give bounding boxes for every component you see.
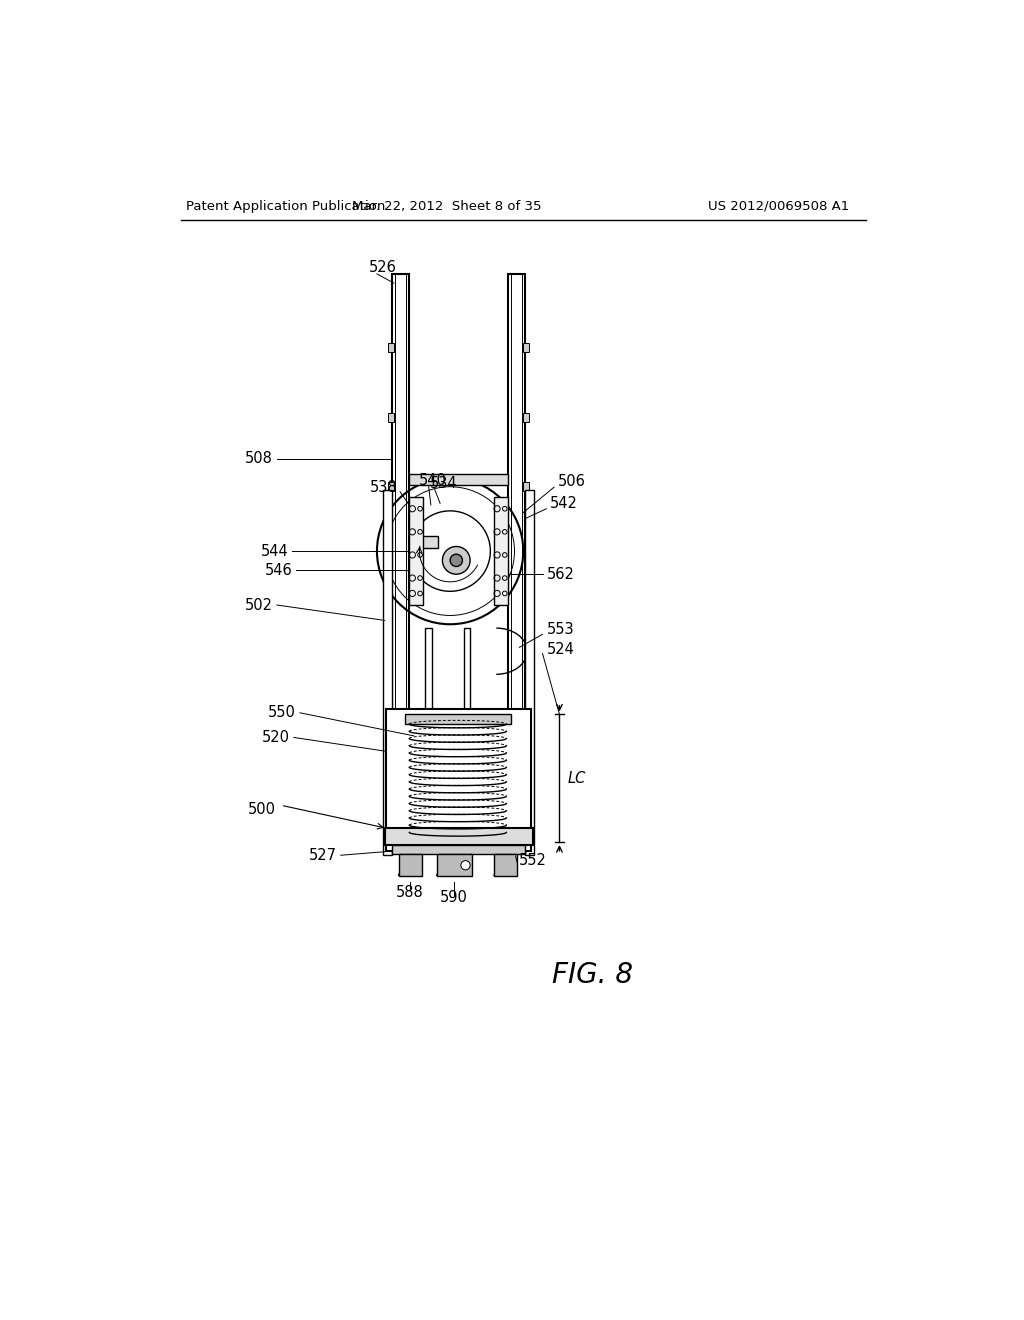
Bar — [424, 710, 475, 719]
Bar — [392, 275, 410, 829]
Bar — [524, 490, 535, 855]
Text: 544: 544 — [261, 544, 289, 558]
Text: Mar. 22, 2012  Sheet 8 of 35: Mar. 22, 2012 Sheet 8 of 35 — [351, 199, 541, 213]
Text: 526: 526 — [370, 260, 397, 276]
Bar — [410, 474, 508, 484]
Bar — [383, 490, 392, 855]
Bar — [410, 498, 423, 605]
Bar — [404, 833, 511, 842]
Text: 506: 506 — [558, 474, 586, 490]
Text: 520: 520 — [262, 730, 290, 744]
Circle shape — [451, 554, 463, 566]
Text: 540: 540 — [419, 473, 447, 488]
Bar — [523, 412, 529, 422]
Text: US 2012/0069508 A1: US 2012/0069508 A1 — [708, 199, 849, 213]
Circle shape — [442, 546, 470, 574]
Bar — [425, 628, 432, 717]
Bar — [385, 829, 532, 845]
Text: 538: 538 — [370, 480, 397, 495]
Text: 508: 508 — [245, 451, 273, 466]
Circle shape — [461, 861, 470, 870]
Bar — [404, 714, 511, 723]
Bar — [494, 498, 508, 605]
Bar — [421, 536, 438, 548]
Bar — [437, 854, 472, 876]
Text: Patent Application Publication: Patent Application Publication — [186, 199, 385, 213]
Bar — [392, 845, 524, 854]
Text: 590: 590 — [440, 890, 468, 906]
Bar — [398, 854, 422, 876]
Text: 542: 542 — [550, 496, 579, 511]
Text: 546: 546 — [264, 562, 292, 578]
Text: 524: 524 — [547, 642, 574, 657]
Bar — [388, 482, 394, 491]
Bar — [523, 343, 529, 352]
Bar — [388, 343, 394, 352]
Text: 527: 527 — [309, 847, 337, 863]
Text: 502: 502 — [245, 598, 273, 612]
Text: 562: 562 — [547, 566, 574, 582]
Text: 588: 588 — [396, 886, 424, 900]
Text: 534: 534 — [429, 475, 457, 491]
Text: 550: 550 — [268, 705, 296, 721]
Bar — [386, 709, 531, 851]
Text: 500: 500 — [248, 801, 275, 817]
Text: 553: 553 — [547, 622, 574, 638]
Text: 552: 552 — [518, 853, 547, 869]
Bar — [494, 854, 517, 876]
Bar — [388, 412, 394, 422]
Bar — [523, 482, 529, 491]
Text: LC: LC — [567, 771, 586, 785]
Bar — [508, 275, 525, 829]
Text: FIG. 8: FIG. 8 — [552, 961, 633, 989]
Bar — [464, 628, 470, 717]
